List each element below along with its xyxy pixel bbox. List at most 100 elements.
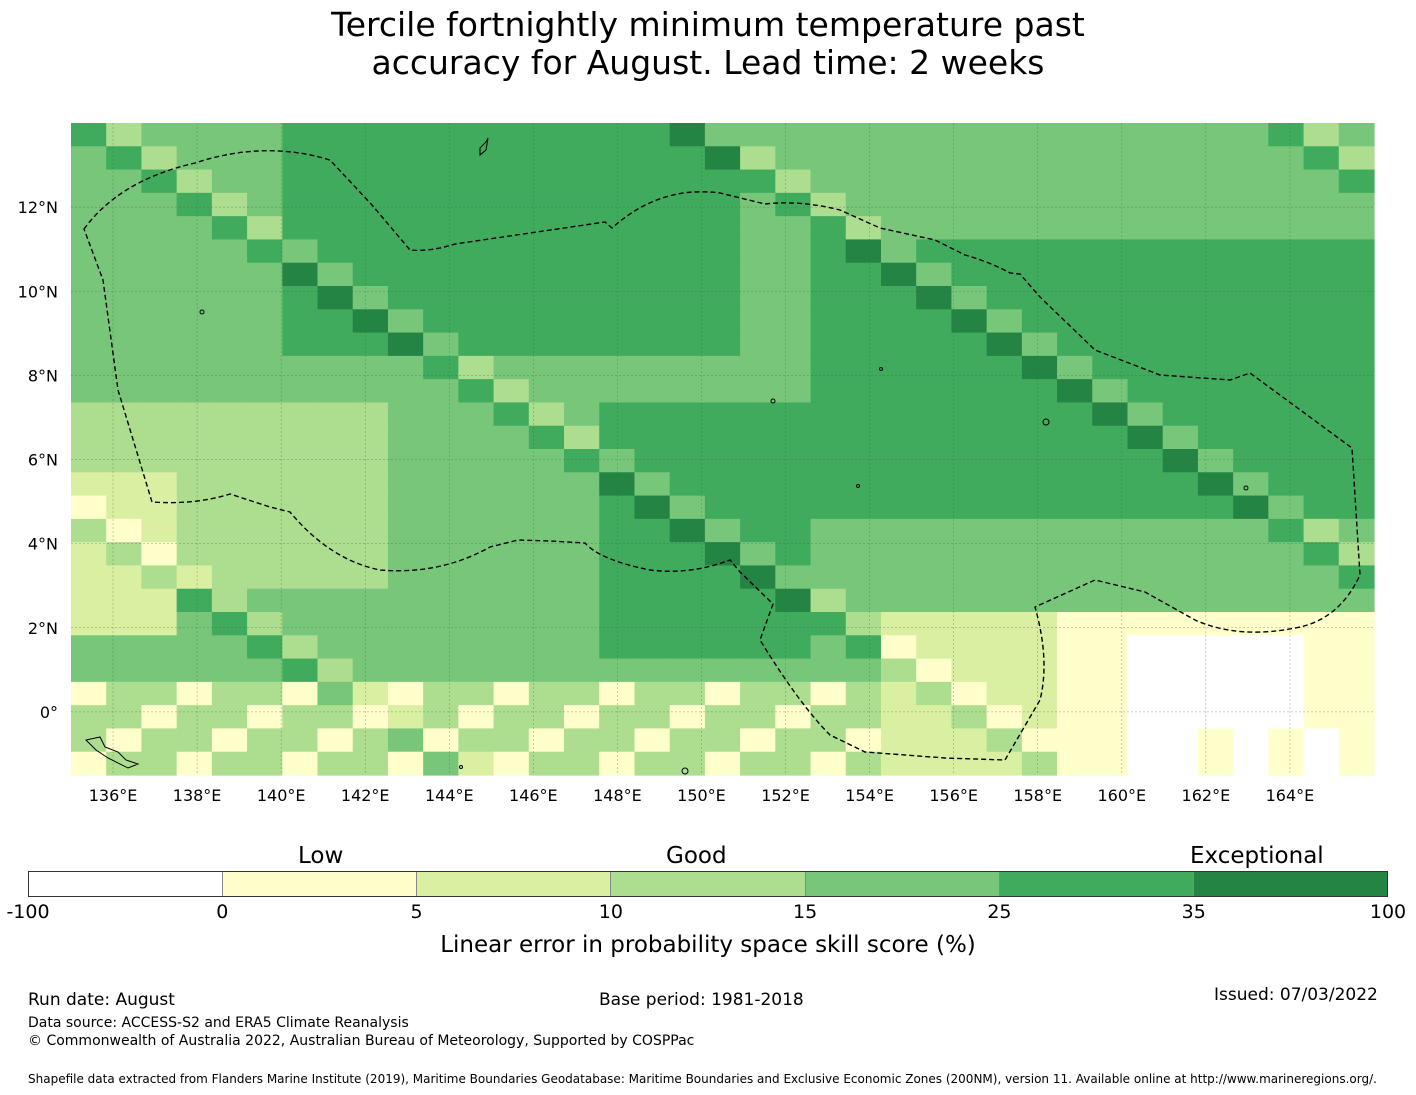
grid-cell xyxy=(528,425,565,450)
run-date: Run date: August xyxy=(28,990,175,1010)
grid-cell xyxy=(1092,681,1129,706)
longitude-labels: 136°E 138°E 140°E 142°E 144°E 146°E 148°E 150°E… xyxy=(89,786,1315,805)
grid-cell xyxy=(1057,518,1093,543)
grid-cell xyxy=(71,565,107,590)
grid-cell xyxy=(599,332,636,357)
grid-cell xyxy=(740,518,776,543)
longitude-label: 142°E xyxy=(341,786,390,805)
grid-cell xyxy=(916,332,953,357)
island-guam xyxy=(479,137,489,157)
grid-cell xyxy=(810,705,847,730)
grid-cell xyxy=(634,658,671,683)
map-gridlines xyxy=(71,123,1374,775)
grid-cell xyxy=(880,588,917,613)
grid-cell xyxy=(1197,658,1234,683)
grid-cell xyxy=(211,472,248,497)
colorbar-segment xyxy=(804,872,999,896)
grid-cell xyxy=(704,449,741,473)
grid-cell xyxy=(1162,169,1199,194)
grid-cell xyxy=(916,379,953,404)
grid-cell xyxy=(1021,123,1058,147)
grid-cell xyxy=(564,472,600,497)
grid-cell xyxy=(1057,123,1093,147)
grid-cell xyxy=(564,518,600,543)
grid-cell xyxy=(1057,565,1093,590)
grid-cell xyxy=(951,286,988,310)
grid-cell xyxy=(387,402,424,427)
grid-cell xyxy=(528,681,565,706)
grid-cell xyxy=(986,728,1023,753)
grid-cell xyxy=(599,402,636,427)
grid-cell xyxy=(1303,518,1340,543)
grid-cells xyxy=(71,123,1375,776)
grid-cell xyxy=(564,425,600,450)
colorbar-tick-label: 35 xyxy=(1181,901,1206,923)
colorbar-tick-label: 0 xyxy=(216,901,229,923)
grid-cell xyxy=(740,309,776,334)
grid-cell xyxy=(423,751,459,776)
grid-cell xyxy=(986,286,1023,310)
grid-cell xyxy=(247,728,283,753)
grid-cell xyxy=(423,425,459,450)
grid-cell xyxy=(986,681,1023,706)
grid-cell xyxy=(141,588,178,613)
grid-cell xyxy=(1233,728,1269,753)
colorbar-legend: Low Good Exceptional -100 0 5 10 15 25 35 100 L… xyxy=(0,835,1416,975)
grid-cell xyxy=(1338,728,1375,753)
grid-cell xyxy=(951,169,988,194)
grid-cell xyxy=(951,123,988,147)
grid-cell xyxy=(775,169,812,194)
grid-cell xyxy=(845,751,882,776)
grid-cell xyxy=(352,332,389,357)
grid-cell xyxy=(106,309,143,334)
grid-cell xyxy=(1127,751,1164,776)
grid-cell xyxy=(564,216,600,241)
grid-cell xyxy=(951,681,988,706)
grid-cell xyxy=(1057,449,1093,473)
grid-cell xyxy=(1338,565,1375,590)
grid-cell xyxy=(1057,402,1093,427)
grid-cell xyxy=(141,635,178,660)
grid-cell xyxy=(317,728,354,753)
grid-cell xyxy=(951,751,988,776)
grid-cell xyxy=(916,472,953,497)
grid-cell xyxy=(634,192,671,217)
grid-cell xyxy=(247,169,283,194)
grid-cell xyxy=(1092,472,1129,497)
grid-cell xyxy=(669,472,706,497)
grid-cell xyxy=(1197,262,1234,287)
grid-cell xyxy=(247,705,283,730)
grid-cell xyxy=(880,192,917,217)
grid-cell xyxy=(1303,402,1340,427)
grid-cell xyxy=(1021,542,1058,567)
grid-cell xyxy=(986,425,1023,450)
grid-cell xyxy=(1197,239,1234,264)
grid-cell xyxy=(71,728,107,753)
grid-cell xyxy=(1338,449,1375,473)
grid-cell xyxy=(1338,658,1375,683)
grid-cell xyxy=(71,192,107,217)
grid-cell xyxy=(704,262,741,287)
grid-cell xyxy=(916,588,953,613)
category-exceptional: Exceptional xyxy=(1190,843,1324,869)
grid-cell xyxy=(528,612,565,636)
grid-cell xyxy=(1092,728,1129,753)
grid-cell xyxy=(1303,123,1340,147)
grid-cell xyxy=(1021,309,1058,334)
grid-cell xyxy=(141,425,178,450)
grid-cell xyxy=(880,169,917,194)
grid-cell xyxy=(282,728,319,753)
grid-cell xyxy=(1162,146,1199,171)
grid-cell xyxy=(1303,681,1340,706)
grid-cell xyxy=(387,565,424,590)
grid-cell xyxy=(599,658,636,683)
grid-cell xyxy=(1127,402,1164,427)
grid-cell xyxy=(845,379,882,404)
grid-cell xyxy=(1338,169,1375,194)
grid-cell xyxy=(1268,635,1305,660)
grid-cell xyxy=(317,705,354,730)
grid-cell xyxy=(1162,309,1199,334)
grid-cell xyxy=(247,565,283,590)
grid-cell xyxy=(106,192,143,217)
grid-cell xyxy=(880,751,917,776)
